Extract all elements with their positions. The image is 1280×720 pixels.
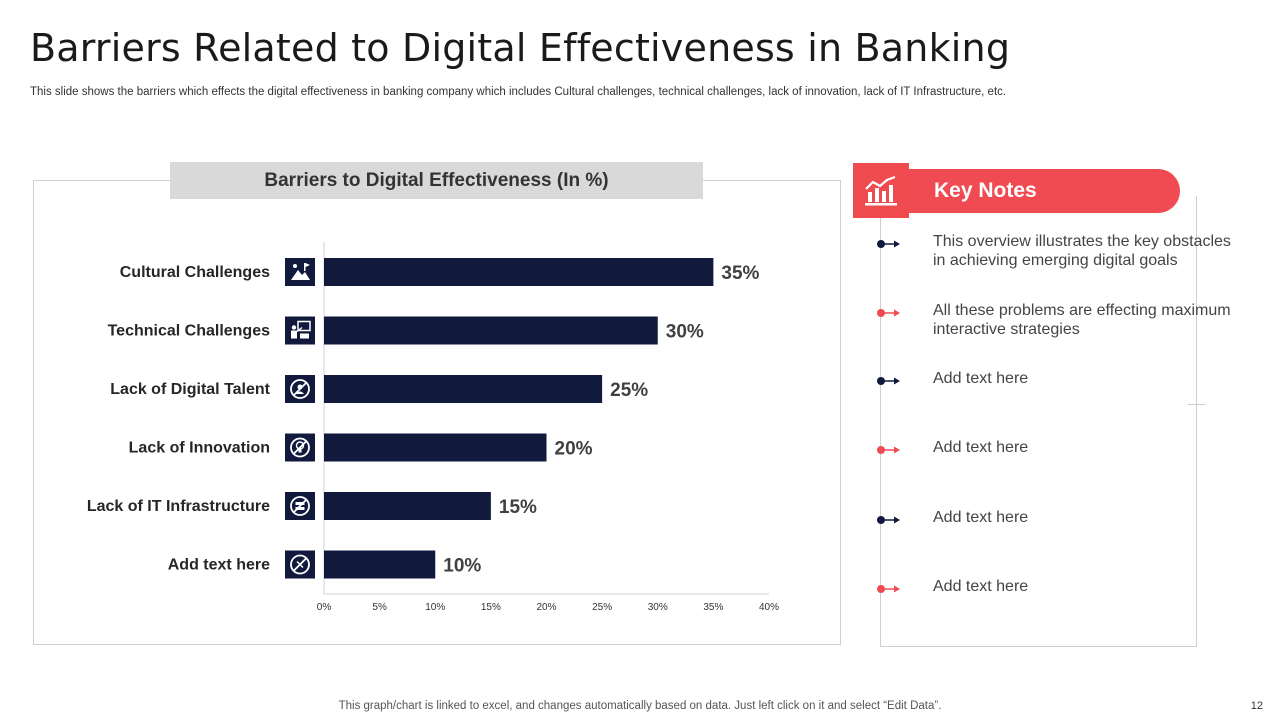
arrow-bullet-icon — [877, 377, 900, 385]
category-label: Cultural Challenges — [120, 264, 270, 281]
x-tick-label: 25% — [592, 602, 612, 613]
data-label: 20% — [555, 439, 593, 460]
slide-title: Barriers Related to Digital Effectivenes… — [30, 26, 1011, 70]
x-tick-label: 0% — [317, 602, 332, 613]
category-label: Add text here — [168, 557, 270, 574]
x-tick-label: 40% — [759, 602, 779, 613]
key-note-text: Add text here — [933, 509, 1029, 526]
arrow-bullet-icon — [877, 240, 900, 248]
x-tick-label: 15% — [481, 602, 501, 613]
presentation-icon — [291, 320, 311, 339]
x-tick-label: 30% — [648, 602, 668, 613]
no-talent-icon — [290, 379, 310, 399]
category-label: Lack of Digital Talent — [110, 381, 270, 398]
decorative-line — [1196, 404, 1197, 647]
x-tick-label: 10% — [425, 602, 445, 613]
key-note-text: Add text here — [933, 578, 1029, 595]
category-icon-bg — [285, 258, 315, 286]
arrow-bullet-icon — [877, 516, 900, 524]
data-label: 15% — [499, 497, 537, 518]
slide-subtitle: This slide shows the barriers which effe… — [30, 86, 1007, 98]
arrow-bullet-icon — [877, 585, 900, 593]
key-note-text: This overview illustrates the key obstac… — [933, 233, 1231, 269]
chart-title: Barriers to Digital Effectiveness (In %) — [170, 162, 703, 199]
x-tick-label: 20% — [536, 602, 556, 613]
no-server-icon — [290, 496, 310, 516]
no-entry-icon — [290, 554, 310, 575]
category-label: Lack of Innovation — [129, 440, 270, 457]
data-label: 25% — [610, 380, 648, 401]
category-label: Lack of IT Infrastructure — [87, 498, 270, 515]
data-label: 35% — [721, 263, 759, 284]
bar — [324, 258, 714, 286]
chart-analytics-icon — [853, 163, 909, 218]
no-idea-icon — [290, 437, 310, 458]
arrow-bullet-icon — [877, 309, 900, 317]
category-label: Technical Challenges — [108, 323, 271, 340]
x-tick-label: 35% — [703, 602, 723, 613]
page-number: 12 — [1250, 700, 1263, 712]
data-label: 30% — [666, 322, 704, 343]
key-note-text: Add text here — [933, 439, 1029, 456]
x-tick-label: 5% — [372, 602, 387, 613]
bar — [324, 550, 436, 579]
bar — [324, 375, 603, 403]
bar — [324, 316, 658, 345]
footer-note: This graph/chart is linked to excel, and… — [338, 700, 942, 712]
key-notes-title: Key Notes — [909, 169, 1180, 213]
key-note-text: Add text here — [933, 370, 1029, 387]
bar — [324, 492, 491, 520]
key-note-text: All these problems are effecting maximum… — [933, 302, 1231, 338]
bar — [324, 433, 547, 462]
decorative-tick — [1188, 404, 1206, 405]
mountain-climb-icon — [291, 263, 310, 280]
notes-divider — [880, 196, 881, 647]
data-label: 10% — [443, 556, 481, 577]
arrow-bullet-icon — [877, 446, 900, 454]
